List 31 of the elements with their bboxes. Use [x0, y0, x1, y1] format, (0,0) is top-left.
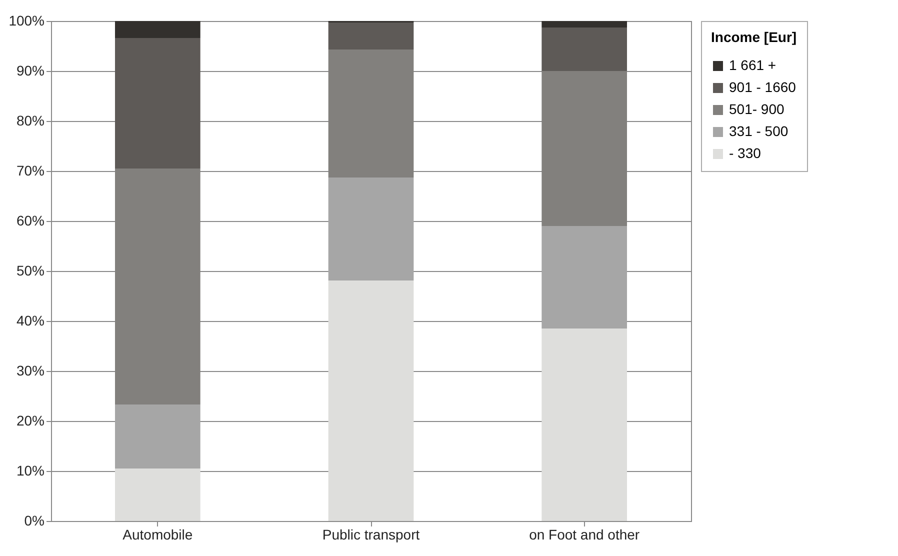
y-tick-label: 50%: [16, 262, 44, 278]
bar: [542, 28, 627, 71]
x-tick-label: on Foot and other: [529, 526, 640, 542]
y-tick-label: 90%: [16, 62, 44, 78]
legend-label: 1 661 +: [729, 57, 776, 73]
bar: [328, 178, 414, 280]
bar: [542, 226, 627, 328]
legend-label: 331 - 500: [729, 123, 788, 139]
legend-label: 901 - 1660: [729, 79, 796, 95]
bar: [115, 38, 200, 168]
x-tick-label: Automobile: [122, 526, 193, 542]
y-tick-label: 40%: [16, 312, 44, 328]
bar: [115, 21, 200, 38]
legend-label: - 330: [729, 145, 762, 161]
y-tick-label: 20%: [16, 412, 44, 428]
y-tick-label: 70%: [16, 162, 44, 178]
bar: [542, 21, 627, 28]
bar: [115, 404, 200, 468]
y-tick-label: 0%: [24, 512, 44, 528]
y-tick-label: 30%: [16, 362, 44, 378]
y-tick-label: 100%: [8, 12, 44, 28]
bar: [328, 280, 414, 521]
y-tick-label: 80%: [16, 112, 44, 128]
x-tick-label: Public transport: [322, 526, 420, 542]
y-tick-label: 10%: [16, 462, 44, 478]
legend-title: Income [Eur]: [711, 29, 797, 45]
bar: [328, 22, 414, 50]
y-tick-label: 60%: [16, 212, 44, 228]
legend-label: 501- 900: [729, 101, 784, 117]
bar: [115, 468, 200, 521]
bar: [542, 328, 627, 521]
